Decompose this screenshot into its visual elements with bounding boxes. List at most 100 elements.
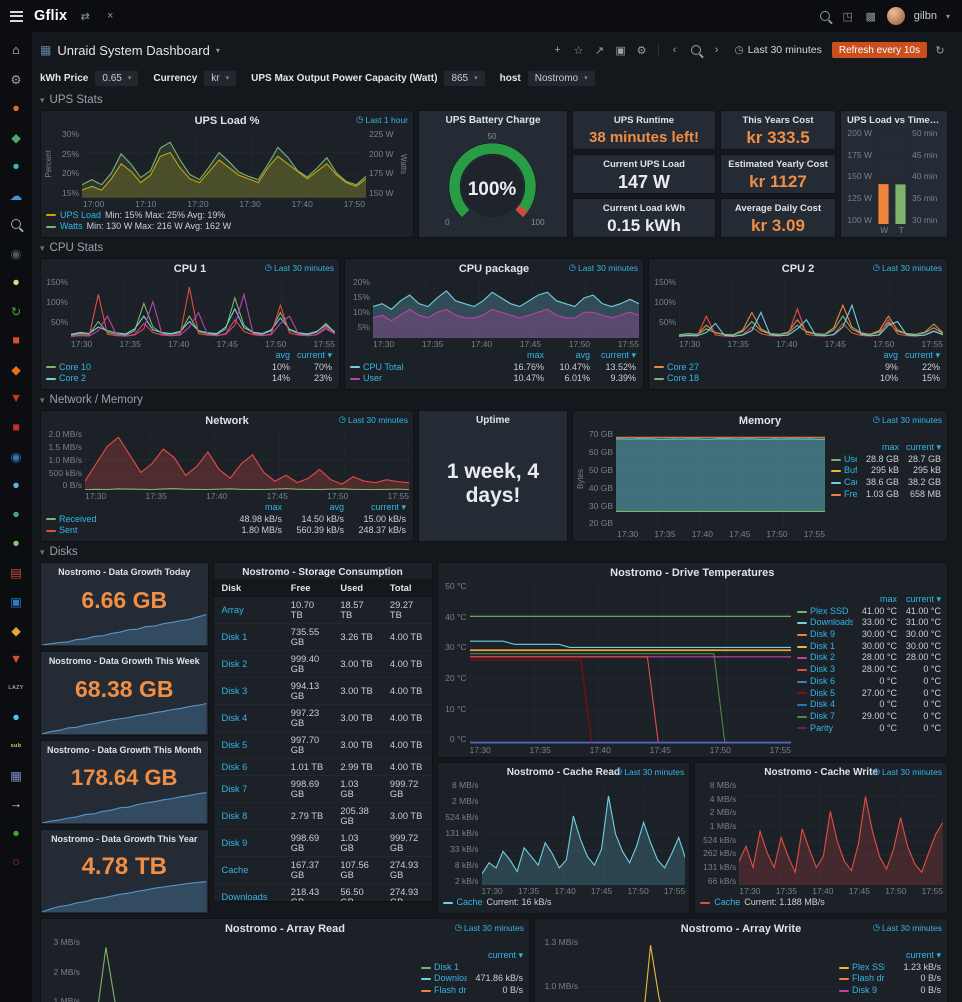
legend-sort-header[interactable]: current ▾ <box>905 594 941 604</box>
plot-area[interactable] <box>581 938 833 1002</box>
variable-select[interactable]: kr ▾ <box>203 69 238 87</box>
legend-sort-header[interactable]: max <box>879 594 897 604</box>
array-read-graph[interactable]: 3 MB/s2 MB/s1 MB/s0 B/s current ▾ Disk 1Do… <box>43 938 525 1002</box>
disk-name-cell[interactable]: Disk 8 <box>213 802 283 830</box>
legend-series-name[interactable]: Disk 2 <box>797 652 853 664</box>
help-icon[interactable]: ▩ <box>865 10 876 23</box>
legend-sort-header[interactable]: max <box>526 349 544 360</box>
plot-area[interactable] <box>42 880 207 912</box>
legend-sort-header[interactable]: avg <box>575 349 590 360</box>
time-shift-right-button[interactable]: › <box>714 44 719 56</box>
legend-series-name[interactable]: Disk 9 <box>839 985 885 997</box>
add-panel-button[interactable]: + <box>554 44 561 56</box>
legend-series-name[interactable]: Disk 3 <box>797 664 853 676</box>
legend-series-name[interactable]: Plex SSD <box>797 606 853 618</box>
row-toggle-cpu-stats[interactable]: ▾ CPU Stats <box>40 240 948 256</box>
variable-select[interactable]: 865 ▾ <box>443 69 486 87</box>
app-icon-18[interactable]: ◆ <box>11 623 21 638</box>
time-range-badge[interactable]: ◷ Last 30 minutes <box>614 766 685 777</box>
legend-series-name[interactable]: Used <box>831 454 857 466</box>
panel-title[interactable]: Nostromo - Storage Consumption <box>242 567 403 578</box>
panel-title[interactable]: Nostromo - Data Growth This Year <box>51 834 198 844</box>
username[interactable]: gilbn <box>913 10 937 22</box>
time-range-badge[interactable]: ◷ Last 30 minutes <box>872 766 942 777</box>
panel-title[interactable]: Nostromo - Data Growth Today <box>58 567 191 577</box>
brand-title[interactable]: Gflix <box>34 8 68 24</box>
disk-name-cell[interactable]: Disk 5 <box>213 731 283 759</box>
cache-write-graph[interactable]: 8 MB/s 4 MB/s 2 MB/s 1 MB/s 524 kB/s 262 kB/s… <box>697 781 943 911</box>
legend-series-name[interactable]: User <box>350 373 498 385</box>
time-range-picker[interactable]: ◷ Last 30 minutes <box>730 42 827 58</box>
home-icon[interactable]: ⌂ <box>12 43 20 57</box>
row-toggle-ups-stats[interactable]: ▾ UPS Stats <box>40 92 948 108</box>
legend-series-name[interactable]: Parity <box>797 723 853 735</box>
variable-select[interactable]: Nostromo ▾ <box>526 69 596 87</box>
zoom-out-button[interactable] <box>688 42 704 58</box>
disk-name-cell[interactable]: Disk 7 <box>213 775 283 803</box>
disk-name-cell[interactable]: Downloads <box>213 883 283 901</box>
legend-series-name[interactable]: Core 27 <box>654 362 856 374</box>
panel-title[interactable]: UPS Load vs Time left <box>847 115 947 126</box>
plot-area[interactable] <box>42 613 207 645</box>
legend-series-name[interactable]: Downloads <box>421 973 467 985</box>
app-icon-19[interactable]: ▼ <box>9 652 23 666</box>
plot-area[interactable] <box>481 781 686 886</box>
plot-area[interactable] <box>42 791 207 823</box>
settings-button[interactable]: ⚙ <box>636 44 647 57</box>
legend-sort-header[interactable]: avg <box>329 501 344 512</box>
cpu1-graph[interactable]: 150% 100% 50% 17:30 17:35 17:40 17:45 17:50 17:5… <box>43 278 335 387</box>
playlist-sync-icon[interactable]: ⇄ <box>80 10 90 23</box>
app-icon-2[interactable]: ◆ <box>11 130 21 145</box>
table-header[interactable]: Free <box>282 579 333 597</box>
panel-title[interactable]: Current Load kWh <box>602 203 686 214</box>
panel-title[interactable]: Uptime <box>476 415 510 426</box>
share-button[interactable]: ↗ <box>594 44 605 57</box>
ups-bars-chart[interactable]: 200 W 175 W 150 W 125 W 100 W 50 min 45 min 40 … <box>843 129 943 235</box>
app-icon-3[interactable]: ● <box>12 159 20 173</box>
legend-series-name[interactable]: Disk 5 <box>797 688 853 700</box>
panel-title[interactable]: Nostromo - Data Growth This Week <box>48 656 200 666</box>
legend-series-name[interactable]: Sent <box>46 525 220 537</box>
app-icon-17[interactable]: ▣ <box>10 594 22 609</box>
kiosk-mode-icon[interactable]: ◳ <box>842 10 853 23</box>
time-range-badge[interactable]: ◷ Last 30 minutes <box>568 262 638 273</box>
time-range-badge[interactable]: ◷ Last 30 minutes <box>264 262 334 273</box>
legend-series-name[interactable]: Flash drive <box>421 985 467 997</box>
time-range-badge[interactable]: ◷ Last 30 minutes <box>338 414 408 425</box>
legend-sort-header[interactable]: current ▾ <box>600 349 636 360</box>
cache-read-graph[interactable]: 8 MB/s 2 MB/s 524 kB/s 131 kB/s 33 kB/s 8 kB/… <box>440 781 686 911</box>
plot-area[interactable] <box>82 130 366 198</box>
variable-select[interactable]: 0.65 ▾ <box>94 69 140 87</box>
legend-series-name[interactable]: Core 10 <box>46 362 248 374</box>
legend-series-name[interactable]: Disk 1 <box>421 962 467 974</box>
app-icon-4[interactable]: ☁ <box>9 188 23 203</box>
panel-title[interactable]: Nostromo - Data Growth This Month <box>47 745 202 755</box>
hamburger-menu-icon[interactable] <box>10 10 23 22</box>
table-header[interactable]: Total <box>381 579 432 597</box>
legend-series-name[interactable]: Disk 9 <box>797 629 853 641</box>
time-range-badge[interactable]: ◷ Last 30 minutes <box>872 414 942 425</box>
app-icon-22[interactable]: sub <box>10 743 22 749</box>
legend-series-name[interactable]: Disk 7 <box>797 711 853 723</box>
plot-area[interactable] <box>875 129 909 224</box>
app-icon-25[interactable]: ○ <box>12 855 20 869</box>
table-header[interactable]: Disk <box>213 579 283 597</box>
app-icon-1[interactable]: ● <box>12 101 20 115</box>
save-button[interactable]: ▣ <box>615 44 626 57</box>
battery-gauge[interactable]: 100% 0 50 100 <box>421 129 563 235</box>
legend-series[interactable]: Watts Min: 130 W Max: 216 W Avg: 162 W <box>46 221 231 233</box>
app-icon-6[interactable]: ● <box>12 275 20 289</box>
dashboard-title[interactable]: Unraid System Dashboard <box>57 42 210 58</box>
star-button[interactable]: ☆ <box>573 44 584 57</box>
plot-area[interactable] <box>470 582 792 744</box>
legend-sort-header[interactable]: avg <box>883 349 898 360</box>
legend-sort-header[interactable]: current ▾ <box>905 950 941 960</box>
time-range-badge[interactable]: ◷ Last 1 hour <box>356 114 408 125</box>
legend-series-name[interactable]: Disk 4 <box>797 699 853 711</box>
legend-sort-header[interactable]: current ▾ <box>296 349 332 360</box>
plot-area[interactable] <box>71 278 335 338</box>
memory-graph[interactable]: Bytes 70 GB 60 GB 50 GB 40 GB 30 GB 20 GB 17:30… <box>575 430 943 539</box>
disk-name-cell[interactable]: Disk 6 <box>213 758 283 776</box>
drive-temperatures-graph[interactable]: 50 °C 40 °C 30 °C 20 °C 10 °C 0 °C 17:30 17:35 1… <box>440 582 944 755</box>
